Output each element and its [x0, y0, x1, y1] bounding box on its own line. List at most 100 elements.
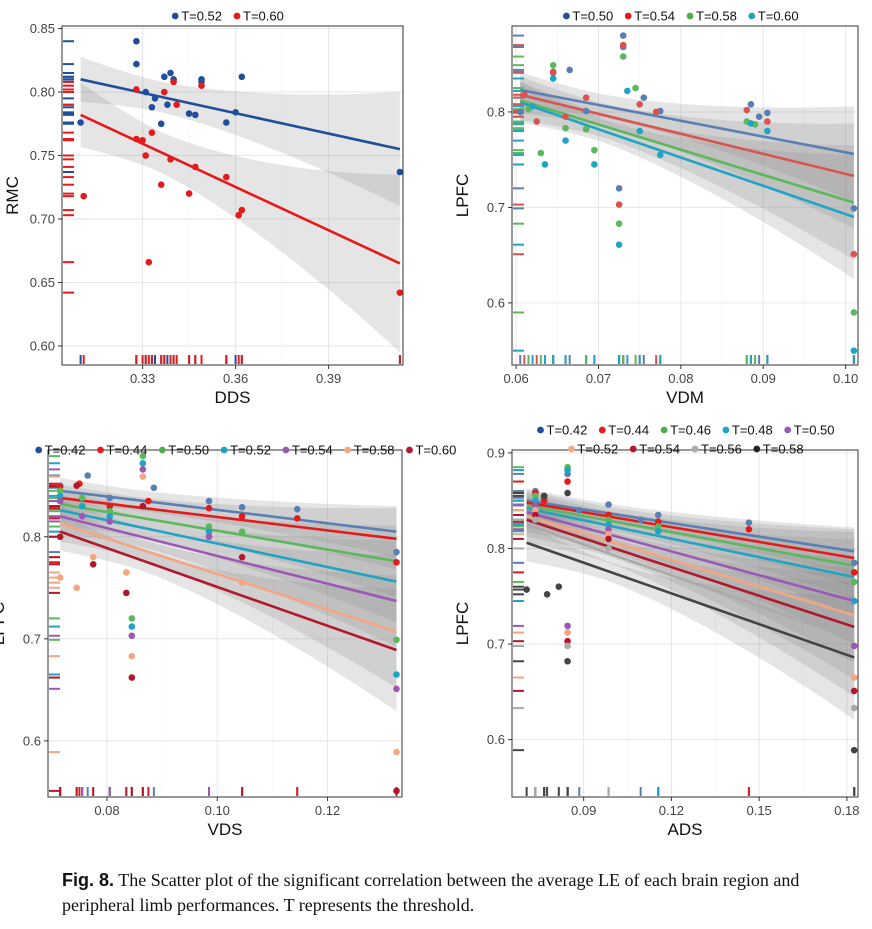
legend: T=0.42 T=0.44 T=0.46 T=0.48 T=0.50 T=0.52 T=0.…: [537, 423, 835, 457]
data-point: [850, 746, 858, 754]
legend-label: T=0.50: [168, 443, 209, 458]
data-point: [532, 516, 539, 524]
data-point: [605, 545, 612, 552]
data-point: [145, 497, 152, 505]
data-point: [743, 106, 751, 114]
legend-label: T=0.60: [243, 9, 284, 24]
legend-label: T=0.60: [758, 9, 799, 24]
chart-panel-3: 0.08 0.10 0.12 0.6 0.7 0.8 VDS LPFC T=0.42 T=0.44…: [0, 443, 456, 840]
confidence-band: [60, 489, 397, 597]
legend-label: T=0.60: [416, 443, 457, 458]
regression-line: [519, 93, 855, 178]
data-point: [654, 523, 662, 530]
data-point: [850, 309, 858, 316]
x-tick-label: 0.15: [746, 803, 771, 818]
data-point: [562, 124, 569, 132]
data-point: [532, 506, 539, 514]
chart-panel-4: 0.09 0.12 0.15 0.18 0.6 0.7 0.8 0.9 ADS LPFC T=0.4…: [453, 423, 860, 840]
x-tick-label: 0.18: [834, 803, 859, 818]
legend-key: [598, 426, 606, 434]
data-point: [529, 102, 536, 110]
data-point: [619, 53, 627, 60]
data-point: [205, 533, 213, 541]
y-tick-label: 0.9: [487, 445, 505, 460]
data-point: [205, 528, 213, 535]
data-point: [78, 494, 86, 502]
data-point: [89, 553, 97, 561]
regression-line: [526, 510, 855, 603]
legend-label: T=0.52: [577, 442, 618, 457]
data-point: [133, 37, 140, 45]
regression-line: [526, 523, 855, 641]
x-axis-label: VDS: [208, 820, 243, 839]
data-point: [139, 459, 147, 467]
y-axis-label: LPFC: [0, 602, 8, 645]
legend-key: [748, 12, 756, 20]
data-point: [167, 156, 174, 163]
data-point: [84, 472, 92, 479]
legend-label: T=0.52: [230, 443, 271, 458]
regression-line: [59, 508, 397, 583]
y-axis-label: LPFC: [453, 602, 472, 645]
data-point: [850, 687, 858, 695]
data-point: [850, 642, 858, 650]
data-point: [605, 530, 612, 538]
legend-key: [233, 12, 241, 20]
plot-frame: [511, 449, 859, 798]
legend-key: [344, 446, 352, 454]
data-point: [157, 120, 165, 128]
data-point: [850, 205, 858, 212]
data-point: [764, 118, 771, 125]
data-point: [393, 685, 400, 693]
x-tick-label: 0.07: [586, 371, 611, 386]
y-tick-label: 0.8: [487, 104, 505, 119]
y-tick-label: 0.65: [30, 275, 55, 290]
x-tick-label: 0.08: [94, 803, 119, 818]
legend-key: [282, 446, 290, 454]
legend-label: T=0.50: [572, 9, 613, 24]
data-point: [537, 149, 545, 157]
data-point: [564, 637, 571, 645]
data-point: [605, 511, 612, 519]
data-point: [89, 561, 97, 568]
data-point: [148, 129, 156, 136]
rug-marks: [63, 40, 401, 364]
data-point: [764, 109, 771, 117]
plot-area: [61, 25, 404, 366]
legend-label: T=0.54: [634, 9, 675, 24]
data-point: [549, 75, 557, 82]
data-point: [747, 101, 755, 108]
figure-caption: Fig. 8. The Scatter plot of the signific…: [62, 868, 852, 918]
data-point: [632, 84, 639, 92]
data-point: [170, 78, 177, 86]
legend-key: [35, 446, 43, 454]
legend-label: T=0.56: [701, 442, 742, 457]
data-point: [745, 526, 753, 533]
data-point: [128, 615, 136, 622]
data-point: [850, 559, 858, 567]
y-tick-label: 0.75: [30, 148, 55, 163]
x-axis-label: ADS: [668, 820, 703, 839]
data-point: [850, 347, 858, 354]
data-point: [850, 569, 858, 576]
data-point: [745, 519, 753, 526]
x-tick-label: 0.09: [751, 371, 776, 386]
legend-key: [171, 12, 179, 20]
legend-key: [784, 426, 792, 434]
y-tick-label: 0.7: [23, 631, 41, 646]
legend-label: T=0.44: [608, 423, 649, 438]
data-point: [555, 583, 563, 590]
data-point: [521, 91, 528, 99]
regression-line: [59, 496, 397, 541]
y-tick-label: 0.6: [23, 733, 41, 748]
data-point: [150, 484, 158, 492]
regression-line: [526, 514, 855, 617]
data-point: [167, 69, 174, 77]
data-point: [161, 88, 168, 96]
data-point: [393, 558, 400, 566]
data-point: [173, 101, 180, 109]
data-point: [142, 152, 149, 159]
data-point: [532, 511, 539, 519]
regression-line: [526, 541, 855, 659]
legend-key: [220, 446, 228, 454]
